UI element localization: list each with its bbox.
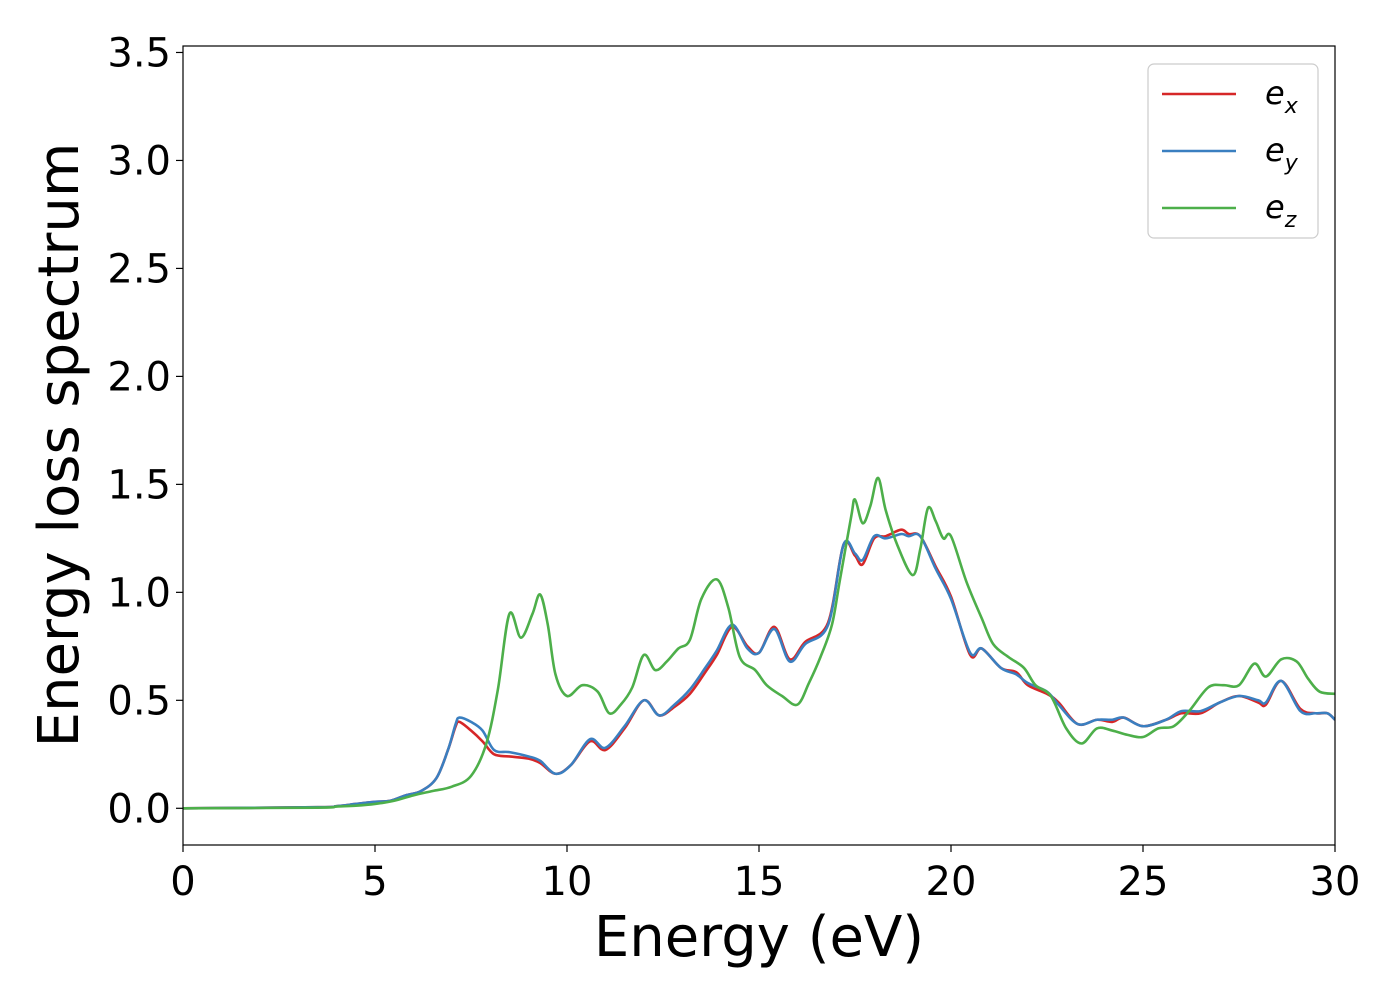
series-line-ey [183, 532, 1335, 810]
x-tick-label: 15 [734, 859, 785, 905]
y-tick-label: 2.5 [107, 246, 171, 292]
series-lines [183, 476, 1335, 810]
y-tick-label: 0.0 [107, 786, 171, 832]
x-tick-label: 5 [362, 859, 387, 905]
x-tick-label: 0 [170, 859, 195, 905]
y-tick-label: 3.5 [107, 30, 171, 76]
series-line-ez [183, 476, 1335, 810]
y-tick-label: 1.0 [107, 570, 171, 616]
x-axis-ticks: 0 5 10 15 20 25 30 [170, 845, 1360, 905]
y-tick-label: 3.0 [107, 138, 171, 184]
x-tick-label: 20 [926, 859, 977, 905]
x-tick-label: 10 [542, 859, 593, 905]
x-tick-label: 25 [1118, 859, 1169, 905]
x-axis-title: Energy (eV) [594, 905, 924, 970]
x-tick-label: 30 [1310, 859, 1361, 905]
y-axis-title: Energy loss spectrum [27, 143, 92, 748]
y-axis-ticks: 0.0 0.5 1.0 1.5 2.0 2.5 3.0 3.5 [107, 30, 183, 832]
y-tick-label: 0.5 [107, 678, 171, 724]
y-tick-label: 1.5 [107, 462, 171, 508]
series-line-ex [183, 528, 1335, 810]
y-tick-label: 2.0 [107, 354, 171, 400]
